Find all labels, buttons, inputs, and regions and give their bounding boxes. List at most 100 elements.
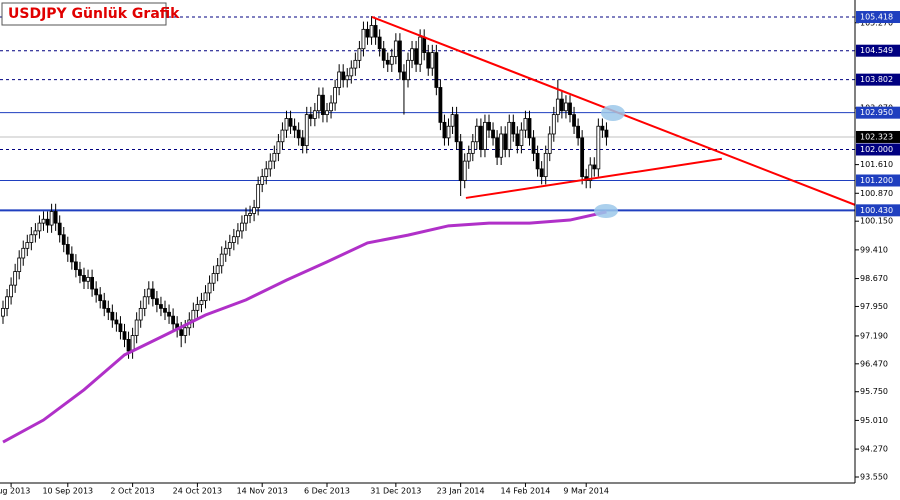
candle-body [483,121,487,150]
candle-body [73,261,78,271]
x-tick-label: 14 Feb 2014 [501,487,551,496]
candle-body [523,118,528,131]
candle-body [531,137,536,154]
candle-body [458,141,463,181]
candle-body [1,307,5,317]
candle-body [163,307,167,313]
candle-body [211,273,216,284]
candle-body [154,298,159,305]
highlight [594,204,618,218]
candle-body [191,309,196,321]
level-label: 103.802 [860,75,893,84]
candle-body [491,129,495,139]
candle-body [564,102,568,112]
candle-body [102,300,107,309]
candle-body [17,257,22,272]
candle-body [580,137,585,178]
candle-body [231,236,236,243]
x-tick-label: 6 Dec 2013 [304,487,350,496]
level-label-box [856,106,900,119]
candle-body [126,339,131,352]
candle-body [33,230,38,236]
chart-title: USDJPY Günlük Grafik [8,6,180,22]
candle-body [235,230,240,238]
candle-body [118,323,123,333]
y-tick-label: 97.950 [860,302,888,311]
level-label: 102.000 [860,145,893,154]
candle-body [106,307,111,313]
x-tick-label: 24 Oct 2013 [173,487,222,496]
candle-body [308,114,313,119]
title-box [1,2,167,26]
candle-body [312,110,317,119]
level-label: 105.418 [860,13,893,22]
candle-body [361,28,366,50]
candle-body [414,48,418,65]
x-tick-label: 9 Mar 2014 [563,487,609,496]
candle-body [543,152,548,178]
candle-body [418,36,423,65]
candle-body [442,121,447,139]
candle-body [547,133,552,154]
candle-body [94,288,99,296]
candle-body [535,152,540,170]
candle-body [588,164,593,181]
candle-body [507,121,512,150]
candle-body [406,59,410,81]
candle-body [600,125,605,131]
candle-body [450,114,455,127]
level-label: 102.323 [860,132,893,141]
candle-body [244,214,248,224]
candle-body [527,118,532,139]
y-tick-label: 97.190 [860,331,888,340]
candle-body [503,133,508,150]
candle-body [288,118,293,127]
candle-body [134,319,139,336]
y-tick-label: 96.470 [860,359,888,368]
candle-body [215,265,220,274]
candle-body [519,129,524,147]
candle-body [280,129,285,143]
candle-body [381,48,386,61]
candle-body [555,98,560,116]
candle-body [410,48,414,61]
candle-body [572,114,576,127]
candle-body [61,234,66,245]
candle-body [321,94,325,116]
candle-body [304,114,309,147]
candle-body [171,315,175,325]
candle-body [159,304,163,309]
candle-body [576,125,581,139]
candle-body [511,121,516,135]
candle-body [9,284,13,298]
candle-body [21,247,26,259]
x-tick-label: 14 Nov 2013 [237,487,288,496]
candle-body [397,40,402,73]
candle-body [357,48,362,61]
candle-body [499,133,504,158]
candle-body [389,56,394,65]
candle-body [551,114,556,135]
candle-body [260,176,265,185]
candle-body [353,59,358,69]
candle-body [466,152,471,162]
candle-body [559,98,564,112]
candle-body [377,36,382,50]
candle-body [373,25,378,38]
candle-body [592,164,597,170]
candle-body [337,71,342,88]
candle-body [179,329,184,336]
candle-body [240,222,244,232]
candle-body [385,59,390,65]
candle-body [402,71,406,81]
candle-body [195,304,200,311]
candle-body [539,168,544,178]
candle-body [122,331,127,340]
candle-body [98,294,103,302]
candle-body [13,271,18,286]
highlight [601,105,625,121]
level-label: 101.200 [860,176,893,185]
x-tick-label: 2 Oct 2013 [110,487,154,496]
y-tick-label: 94.270 [860,445,888,454]
